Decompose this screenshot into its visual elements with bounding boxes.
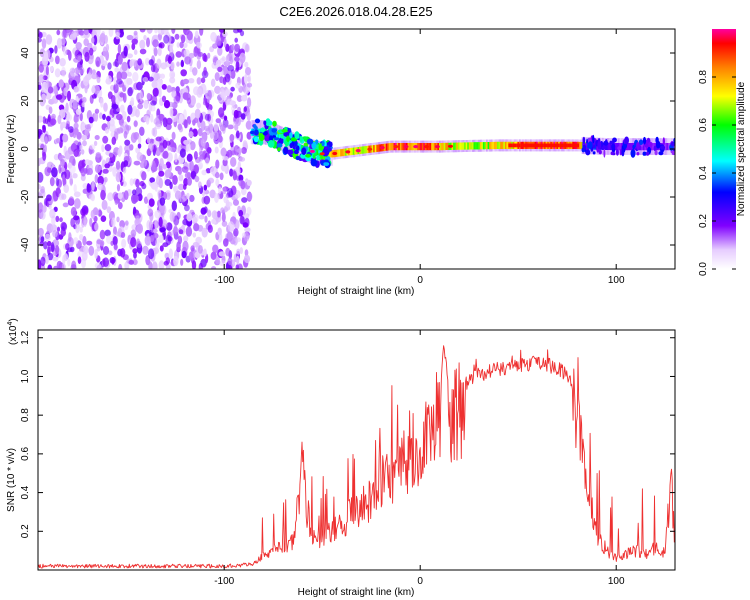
y-tick-label: 0.8 [20,408,31,422]
snr-x-axis-label: Height of straight line (km) [298,587,415,598]
x-tick-label: -100 [214,275,234,286]
spectrogram-plot-area [38,29,675,269]
x-tick-label: -100 [214,576,234,587]
x-tick-label: 100 [608,275,625,286]
figure-title: C2E6.2026.018.04.28.E25 [279,4,432,19]
y-tick-label: -20 [20,189,31,204]
y-tick-label: 40 [20,47,31,59]
spectrogram-y-ticks: -40 -20 0 20 40 [20,47,675,252]
y-tick-label: 0.2 [20,524,31,538]
snr-y-ticks: 0.2 0.4 0.6 0.8 1.0 1.2 [20,330,675,538]
y-tick-label: -40 [20,237,31,252]
colorbar-gradient [712,29,736,269]
spectrogram-y-axis-label: Frequency (Hz) [6,115,17,184]
x-tick-label: 0 [417,275,423,286]
colorbar-ticks: 0.0 0.2 0.4 0.6 0.8 [698,70,736,276]
x-tick-label: 0 [417,576,423,587]
snr-x-ticks: -100 0 100 [214,330,625,587]
y-tick-label: 1.2 [20,330,31,344]
colorbar-tick-label: 0.2 [698,214,709,228]
snr-series-line [38,345,675,569]
colorbar: 0.0 0.2 0.4 0.6 0.8 Normalized spectral ampl… [698,29,747,276]
y-tick-label: 0.6 [20,446,31,460]
colorbar-tick-label: 0.0 [698,262,709,276]
snr-y-axis-label: SNR (10 * v/v) [6,448,17,512]
colorbar-tick-label: 0.6 [698,118,709,132]
snr-panel: -100 0 100 0.2 0.4 0.6 0.8 1.0 1.2 Height of st… [6,318,676,598]
y-tick-label: 0 [20,146,31,152]
snr-y-multiplier: (x104) [7,318,19,345]
x-tick-label: 100 [608,576,625,587]
y-tick-label: 1.0 [20,369,31,383]
spectrogram-x-axis-label: Height of straight line (km) [298,286,415,297]
snr-frame [37,329,676,571]
y-tick-label: 20 [20,95,31,107]
ridge-blobs [250,118,675,169]
spectrogram-x-ticks: -100 0 100 [214,29,625,286]
colorbar-label: Normalized spectral amplitude [736,81,747,216]
spectrogram-panel: -100 0 100 -40 -20 0 20 40 Height of straight … [6,28,676,297]
colorbar-tick-label: 0.8 [698,70,709,84]
colorbar-tick-label: 0.4 [698,166,709,180]
noise-region [38,29,253,269]
y-tick-label: 0.4 [20,485,31,499]
